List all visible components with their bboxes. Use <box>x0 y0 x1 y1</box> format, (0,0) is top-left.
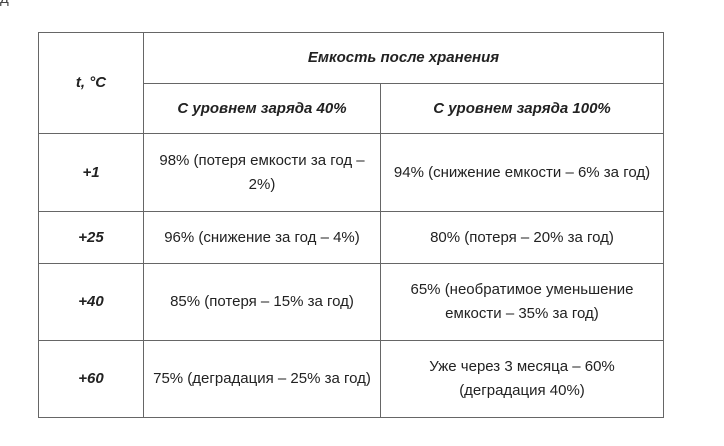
cell-text-line: 2%) <box>248 175 276 193</box>
cell-text: 96% (снижение за год – 4%) <box>164 228 360 246</box>
temperature-value: +40 <box>78 293 104 310</box>
cell-text-line: емкости – 35% за год) <box>445 305 599 322</box>
cell-text-line: 98% (потеря емкости за год – <box>159 151 365 169</box>
cell-text-line: (деградация 40%) <box>459 382 585 399</box>
cell-charge-40: 85% (потеря – 15% за год) <box>143 263 381 341</box>
temperature-value: +60 <box>78 370 104 387</box>
header-capacity-label: Емкость после хранения <box>307 49 500 66</box>
cell-charge-40: 75% (деградация – 25% за год) <box>143 340 381 418</box>
header-capacity-after-storage: Емкость после хранения <box>143 32 664 84</box>
cell-charge-40: 98% (потеря емкости за год – 2%) <box>143 133 381 212</box>
cropped-text-fragment: д <box>0 0 9 7</box>
cell-text-line: Уже через 3 месяца – 60% <box>429 358 615 375</box>
row-temperature: +25 <box>38 211 144 264</box>
header-charge-40-label: С уровнем заряда 40% <box>177 99 347 117</box>
cell-text: 94% (снижение емкости – 6% за год) <box>393 163 651 181</box>
table-row: +1 98% (потеря емкости за год – 2%) 94% … <box>38 133 664 212</box>
header-charge-100: С уровнем заряда 100% <box>380 83 664 134</box>
cell-charge-100: Уже через 3 месяца – 60% (деградация 40%… <box>380 340 664 418</box>
temperature-value: +25 <box>78 228 104 246</box>
cell-text-line: 65% (необратимое уменьшение <box>410 281 634 298</box>
row-temperature: +40 <box>38 263 144 341</box>
header-charge-40: С уровнем заряда 40% <box>143 83 381 134</box>
table-row: +25 96% (снижение за год – 4%) 80% (поте… <box>38 211 664 264</box>
row-temperature: +60 <box>38 340 144 418</box>
table-row: +40 85% (потеря – 15% за год) 65% (необр… <box>38 263 664 341</box>
capacity-storage-table: t, °C Емкость после хранения С уровнем з… <box>38 32 664 418</box>
table-row: +60 75% (деградация – 25% за год) Уже че… <box>38 340 664 418</box>
cell-text: 80% (потеря – 20% за год) <box>430 228 614 246</box>
cell-charge-100: 80% (потеря – 20% за год) <box>380 211 664 264</box>
row-temperature: +1 <box>38 133 144 212</box>
header-charge-100-label: С уровнем заряда 100% <box>433 99 611 117</box>
cell-charge-40: 96% (снижение за год – 4%) <box>143 211 381 264</box>
cell-text: 75% (деградация – 25% за год) <box>153 370 371 387</box>
cell-charge-100: 94% (снижение емкости – 6% за год) <box>380 133 664 212</box>
cell-charge-100: 65% (необратимое уменьшение емкости – 35… <box>380 263 664 341</box>
temperature-value: +1 <box>82 163 100 181</box>
cell-text: 85% (потеря – 15% за год) <box>170 293 354 310</box>
header-temperature-label: t, °C <box>75 74 107 91</box>
header-temperature: t, °C <box>38 32 144 134</box>
